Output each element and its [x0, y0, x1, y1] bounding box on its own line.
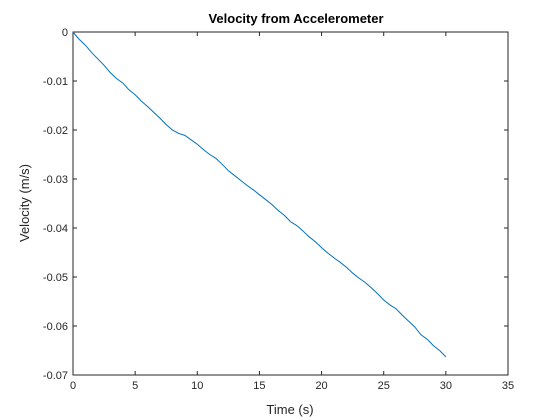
x-axis-ticks: 0 5 10 15 20 25 30 35 [70, 32, 514, 392]
y-tick-label: -0.06 [43, 321, 68, 333]
y-tick-label: -0.03 [43, 174, 68, 186]
plot-area: 0 5 10 15 20 25 30 35 0 -0.01 -0.02 -0.03 -0.04 -0.0… [43, 27, 514, 392]
x-tick-label: 0 [70, 380, 76, 392]
x-tick-label: 15 [253, 380, 265, 392]
x-tick-label: 10 [191, 380, 203, 392]
x-axis-label: Time (s) [266, 402, 313, 417]
x-tick-label: 25 [378, 380, 390, 392]
series-layer [72, 31, 447, 358]
x-tick-label: 30 [440, 380, 452, 392]
y-tick-label: 0 [62, 27, 68, 39]
y-tick-label: -0.01 [43, 76, 68, 88]
x-tick-label: 5 [132, 380, 138, 392]
x-tick-label: 35 [502, 380, 514, 392]
y-tick-label: -0.04 [43, 223, 68, 235]
y-axis-ticks: 0 -0.01 -0.02 -0.03 -0.04 -0.05 -0.06 -0.07 [43, 27, 508, 382]
series-line-0 [72, 31, 447, 358]
chart-title: Velocity from Accelerometer [208, 11, 383, 26]
axes-box [72, 31, 509, 376]
y-tick-label: -0.05 [43, 272, 68, 284]
x-tick-label: 20 [315, 380, 327, 392]
y-tick-label: -0.07 [43, 370, 68, 382]
y-tick-label: -0.02 [43, 125, 68, 137]
y-axis-label: Velocity (m/s) [17, 164, 32, 242]
